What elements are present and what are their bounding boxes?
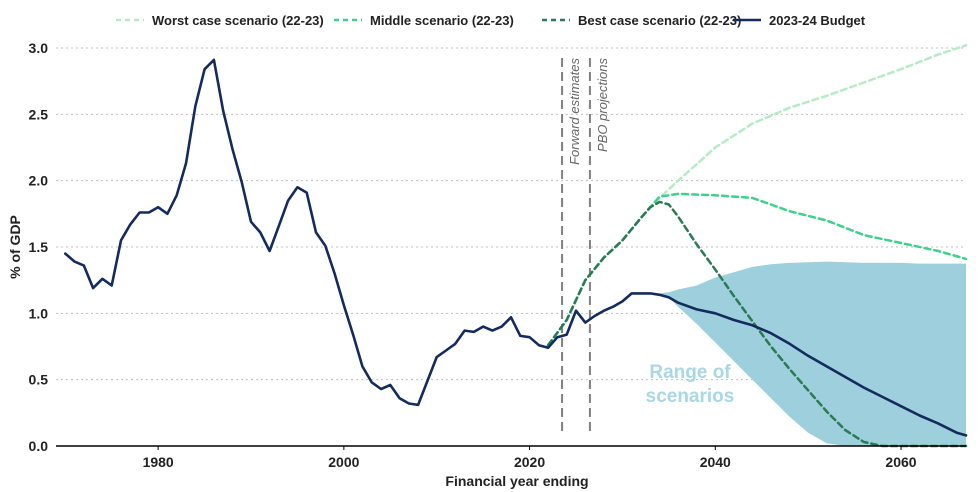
x-tick-label: 2020: [514, 454, 545, 470]
y-tick-label: 0.0: [29, 438, 49, 454]
vertical-marker-label: Forward estimates: [567, 58, 582, 165]
y-tick-label: 1.5: [29, 239, 49, 255]
series-line: [546, 200, 968, 448]
x-tick-label: 1980: [143, 454, 174, 470]
y-tick-label: 2.0: [29, 173, 49, 189]
axis-labels: Financial year ending % of GDP Range of …: [7, 215, 734, 489]
range-label-line1: Range of: [649, 362, 731, 383]
axes: 0.0 0.5 1.0 1.5 2.0 2.5 3.0 1980 2000 2020 2040 206…: [29, 40, 966, 470]
gridlines: [56, 47, 966, 381]
y-axis-label: % of GDP: [7, 215, 23, 279]
x-tick-label: 2040: [700, 454, 731, 470]
legend-label: Middle scenario (22-23): [370, 13, 514, 28]
y-tick-label: 2.5: [29, 106, 49, 122]
series-line: [64, 58, 968, 437]
vertical-markers: Forward estimates PBO projections: [561, 58, 610, 436]
legend-label: Best case scenario (22-23): [578, 13, 741, 28]
legend: Worst case scenario (22-23) Middle scenar…: [116, 13, 866, 28]
x-tick-label: 2060: [885, 454, 916, 470]
y-tick-label: 0.5: [29, 372, 49, 388]
series-lines: [64, 44, 968, 448]
range-label-line2: scenarios: [646, 386, 735, 407]
x-tick-label: 2000: [328, 454, 359, 470]
y-tick-label: 3.0: [29, 40, 49, 56]
y-tick-label: 1.0: [29, 305, 49, 321]
legend-label: 2023-24 Budget: [769, 13, 866, 28]
range-area-group: [659, 261, 966, 446]
legend-label: Worst case scenario (22-23): [152, 13, 324, 28]
x-axis-label: Financial year ending: [445, 473, 588, 489]
range-area: [659, 261, 966, 446]
vertical-marker-label: PBO projections: [595, 58, 610, 152]
